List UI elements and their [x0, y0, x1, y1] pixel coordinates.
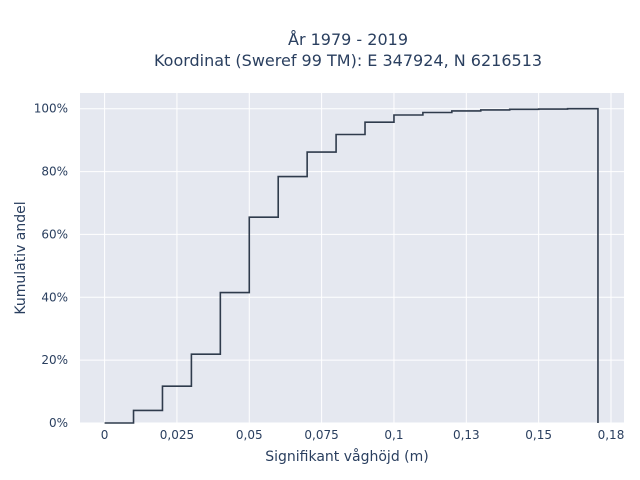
chart-title: År 1979 - 2019	[288, 30, 408, 49]
y-tick-label: 80%	[41, 165, 68, 179]
x-tick-label: 0,13	[453, 428, 480, 442]
x-tick-label: 0,18	[598, 428, 625, 442]
x-tick-label: 0,1	[384, 428, 403, 442]
x-tick-label: 0,025	[160, 428, 194, 442]
y-axis-title: Kumulativ andel	[13, 201, 29, 314]
chart-subtitle: Koordinat (Sweref 99 TM): E 347924, N 62…	[154, 51, 542, 70]
y-tick-label: 0%	[49, 416, 68, 430]
y-tick-label: 40%	[41, 290, 68, 304]
x-tick-label: 0,15	[525, 428, 552, 442]
data-layer	[104, 107, 599, 424]
x-tick-label: 0	[101, 428, 109, 442]
y-tick-label: 100%	[34, 102, 68, 116]
x-tick-label: 0,05	[236, 428, 263, 442]
y-tick-label: 20%	[41, 353, 68, 367]
x-axis-title: Signifikant våghöjd (m)	[265, 448, 428, 465]
x-tick-label: 0,075	[304, 428, 338, 442]
y-tick-label: 60%	[41, 227, 68, 241]
plot-area	[80, 93, 624, 423]
tick-labels: 0 0,025 0,05 0,075 0,1 0,13 0,15 0,18 0% 20% 40% 60…	[34, 102, 625, 442]
cumulative-step-line	[104, 107, 599, 424]
